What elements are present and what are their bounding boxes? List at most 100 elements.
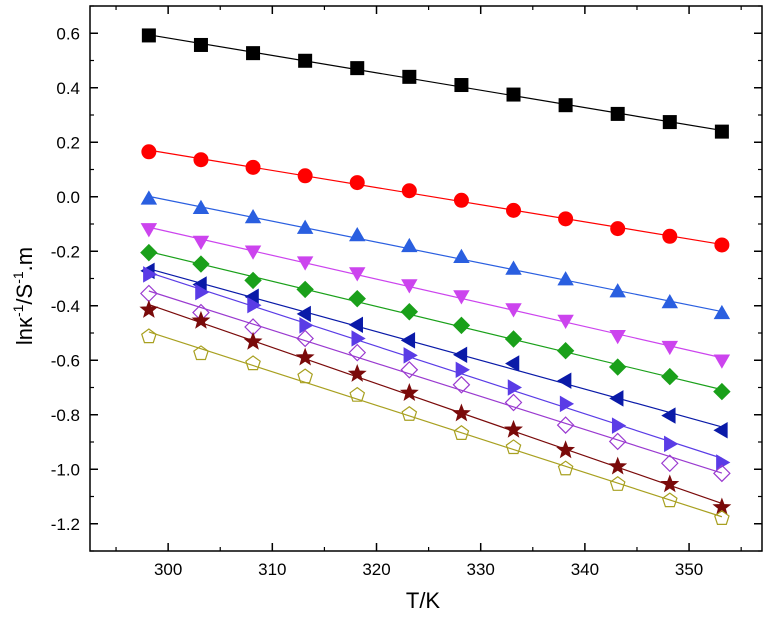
y-tick-label: 0.2 (56, 133, 80, 152)
data-point-circle (349, 175, 365, 191)
data-point-diamond (608, 432, 627, 451)
series-fit-line (148, 290, 723, 474)
data-point-square (350, 61, 365, 76)
data-point-triangle-left (452, 346, 468, 364)
data-point-triangle-down (609, 329, 626, 345)
data-point-star (660, 474, 680, 493)
data-point-triangle-right (664, 435, 679, 453)
data-point-diamond (296, 280, 314, 299)
data-point-diamond (661, 367, 679, 386)
x-axis-title: T/K (406, 588, 441, 613)
data-point-circle (714, 237, 730, 253)
data-point-square (298, 53, 313, 68)
axes-frame (89, 5, 763, 552)
data-point-square (558, 98, 573, 113)
data-point-triangle-down (453, 290, 470, 305)
data-point-triangle-down (296, 256, 314, 271)
data-point-star (243, 331, 263, 350)
data-point-pentagon (714, 510, 730, 525)
data-point-circle (662, 228, 678, 244)
data-point-diamond (400, 360, 419, 379)
series-3 (140, 190, 731, 320)
y-axis-title-sup2: -1 (10, 271, 26, 284)
data-point-diamond (504, 330, 523, 348)
series-fit-line (148, 195, 723, 313)
data-point-diamond (556, 342, 575, 360)
data-point-triangle-right (611, 417, 627, 434)
data-point-pentagon (453, 425, 470, 440)
x-tick-label: 320 (362, 560, 390, 579)
y-tick-label: 0.4 (56, 79, 80, 98)
axes: 300 310 320 330 340 350 0.6 0.4 0.2 0.0 -0.2 -0.4 -0… (51, 5, 763, 579)
data-point-circle (453, 192, 469, 208)
data-point-star (451, 403, 471, 422)
data-point-star (139, 299, 159, 318)
data-point-circle (610, 221, 626, 237)
data-point-triangle-left (505, 355, 520, 372)
data-point-triangle-right (195, 283, 210, 301)
x-tick-label: 310 (258, 560, 286, 579)
data-point-diamond (400, 303, 419, 321)
data-point-circle (558, 211, 574, 227)
data-point-triangle-right (351, 330, 366, 347)
data-point-diamond (504, 393, 523, 412)
data-point-pentagon (297, 368, 313, 384)
data-point-triangle-down (557, 314, 574, 329)
series-4 (140, 223, 731, 369)
series-8 (140, 284, 731, 483)
series-5 (140, 243, 731, 401)
data-point-diamond (140, 284, 158, 303)
y-tick-label: -0.6 (51, 351, 80, 370)
data-point-star (347, 363, 367, 382)
series-7 (143, 266, 731, 471)
data-point-triangle-up (296, 219, 314, 234)
data-point-triangle-up (244, 208, 262, 224)
data-point-triangle-right (143, 266, 158, 283)
data-point-triangle-up (505, 260, 522, 275)
data-point-square (246, 46, 261, 61)
series-fit-line (148, 331, 723, 518)
series-fit-line (148, 250, 723, 391)
y-axis-title: lnκ-1/S-1.m (10, 247, 37, 345)
data-point-triangle-up (349, 226, 366, 242)
series-fit-line (148, 271, 723, 459)
data-point-triangle-left (557, 372, 572, 389)
data-point-triangle-up (453, 248, 470, 263)
data-point-diamond (556, 416, 575, 434)
series-1 (141, 28, 729, 139)
data-point-triangle-left (296, 305, 311, 323)
series-10 (141, 328, 730, 525)
data-point-diamond (348, 289, 366, 308)
data-point-triangle-down (140, 223, 158, 238)
data-point-pentagon (349, 386, 366, 402)
data-point-triangle-up (557, 271, 574, 286)
data-point-square (141, 28, 156, 43)
data-point-triangle-right (507, 379, 523, 396)
data-point-square (193, 37, 208, 52)
data-point-square (610, 106, 625, 121)
data-point-triangle-up (713, 304, 731, 320)
data-point-triangle-right (455, 361, 470, 379)
y-axis-title-tail: .m (12, 247, 37, 271)
x-tick-label: 300 (154, 560, 182, 579)
data-point-circle (245, 159, 261, 175)
data-point-diamond (192, 255, 210, 273)
series-fit-line (148, 268, 723, 428)
data-point-triangle-up (661, 293, 679, 309)
plot-area (139, 28, 732, 525)
data-point-triangle-left (713, 422, 728, 439)
data-point-triangle-up (140, 190, 158, 205)
data-point-triangle-up (401, 237, 418, 253)
data-point-pentagon (245, 355, 261, 371)
data-point-star (556, 440, 576, 459)
data-point-diamond (244, 271, 262, 290)
data-point-diamond (713, 382, 731, 401)
data-point-triangle-left (400, 332, 416, 349)
data-point-pentagon (193, 345, 209, 361)
data-point-pentagon (141, 328, 157, 344)
x-tick-label: 330 (467, 560, 495, 579)
y-tick-label: -1.2 (51, 515, 80, 534)
data-point-star (295, 347, 315, 366)
data-point-triangle-down (349, 267, 366, 282)
